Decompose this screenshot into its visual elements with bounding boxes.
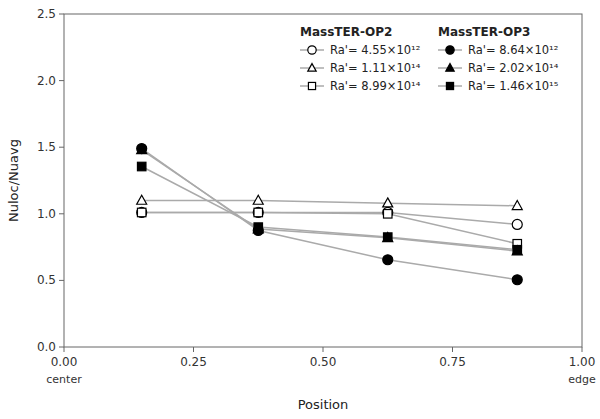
legend-marker: [308, 64, 316, 72]
legend-label: Ra'= 8.64×10¹²: [468, 43, 558, 57]
x-tick: [193, 347, 194, 352]
y-axis-label: Nuloc/Nuavg: [6, 139, 21, 222]
series-line: [142, 167, 518, 250]
y-tick-label: 1.5: [37, 140, 56, 154]
point: [513, 246, 522, 255]
point: [383, 198, 393, 207]
y-tick: [59, 147, 64, 148]
y-tick-label: 1.0: [37, 207, 56, 221]
plot-frame: [64, 14, 582, 347]
point: [253, 207, 263, 217]
legend-label: Ra'= 8.99×10¹⁴: [330, 79, 421, 93]
y-tick-label: 0.0: [37, 340, 56, 354]
y-tick: [59, 347, 64, 348]
legend-marker: [308, 46, 316, 54]
point: [384, 210, 393, 219]
series-line: [142, 212, 518, 224]
point: [512, 246, 522, 255]
series-line: [142, 149, 518, 280]
series-line: [142, 200, 518, 205]
point: [384, 233, 393, 242]
point: [137, 207, 147, 217]
legend-label: Ra'= 1.11×10¹⁴: [330, 61, 421, 75]
x-tick: [64, 347, 65, 352]
x-tick-label: 0.00: [51, 355, 78, 369]
y-tick-label: 2.5: [37, 7, 56, 21]
series-line: [142, 212, 518, 243]
x-tick: [323, 347, 324, 352]
legend-marker: [446, 46, 454, 54]
point: [254, 223, 263, 232]
series-line: [142, 150, 518, 251]
point: [512, 201, 522, 210]
point: [137, 145, 147, 154]
point: [383, 255, 393, 265]
point: [512, 219, 522, 229]
legend-marker: [446, 64, 454, 72]
y-tick-label: 2.0: [37, 74, 56, 88]
chart: 0.0 0.5 1.0 1.5 2.0 2.5 0.00 0.25 0.50 0.75 1.00 ce…: [0, 0, 600, 419]
x-tick-label: 0.25: [180, 355, 207, 369]
point: [137, 195, 147, 204]
legend-marker: [308, 82, 315, 89]
point: [383, 233, 393, 242]
x-tick-label: 1.00: [569, 355, 596, 369]
y-tick-label: 0.5: [37, 273, 56, 287]
y-tick: [59, 213, 64, 214]
y-tick: [59, 280, 64, 281]
y-tick: [59, 80, 64, 81]
plot-area: [137, 144, 523, 285]
legend-marker: [446, 82, 453, 89]
x-axis-label: Position: [298, 397, 349, 412]
point: [383, 207, 393, 217]
x-tick-label: 0.50: [310, 355, 337, 369]
legend-label: Ra'= 1.46×10¹⁵: [468, 79, 559, 93]
point: [512, 275, 522, 285]
point: [254, 208, 263, 217]
annotation: edge: [568, 373, 596, 386]
x-tick: [452, 347, 453, 352]
y-tick: [59, 14, 64, 15]
annotation: center: [46, 373, 82, 386]
x-tick: [582, 347, 583, 352]
legend-label: Ra'= 4.55×10¹²: [330, 43, 420, 57]
point: [137, 162, 146, 171]
legend-header: MassTER-OP2: [300, 25, 392, 39]
legend: MassTER-OP2 Ra'= 4.55×10¹² Ra'= 1.11×10¹⁴ R…: [300, 25, 559, 93]
legend-header: MassTER-OP3: [438, 25, 530, 39]
point: [137, 144, 147, 154]
point: [253, 224, 263, 233]
point: [137, 208, 146, 217]
x-tick-label: 0.75: [439, 355, 466, 369]
point: [253, 195, 263, 204]
legend-label: Ra'= 2.02×10¹⁴: [468, 61, 559, 75]
